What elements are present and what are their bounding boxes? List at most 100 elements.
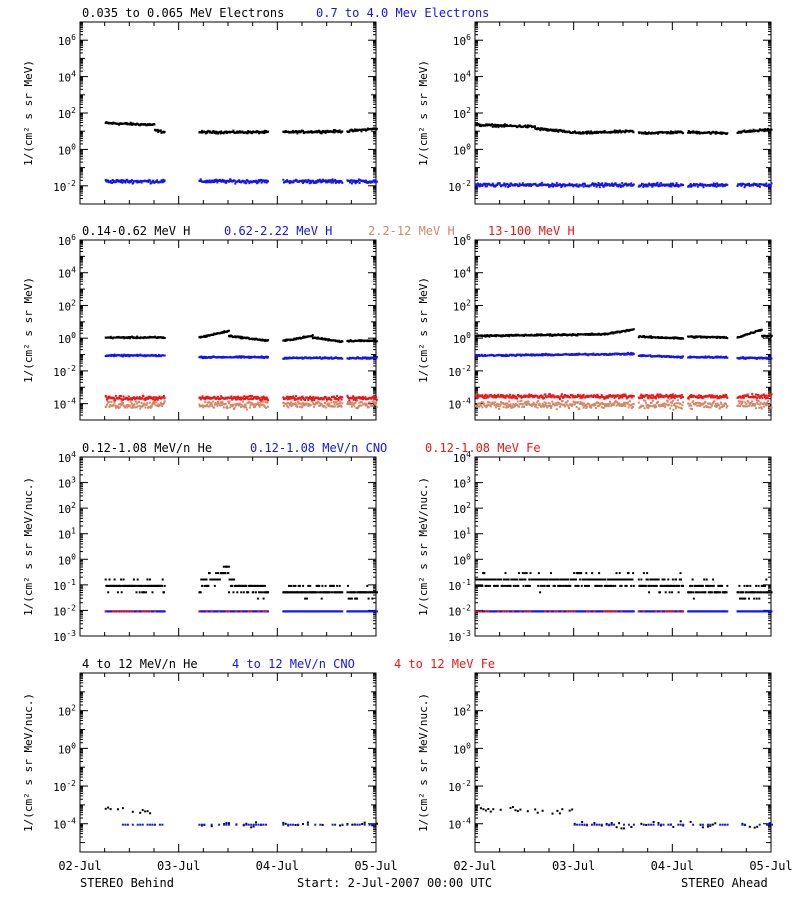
data-point — [212, 130, 215, 132]
data-point — [240, 403, 243, 406]
data-point — [113, 401, 116, 404]
data-point — [149, 182, 152, 185]
data-point — [309, 395, 312, 398]
data-point — [613, 131, 616, 134]
data-point — [210, 403, 213, 406]
data-point — [505, 406, 508, 409]
data-point — [338, 397, 341, 400]
data-point — [228, 400, 231, 403]
data-point — [325, 179, 328, 182]
data-point — [770, 357, 773, 360]
data-point — [218, 180, 221, 182]
data-point — [555, 408, 558, 411]
data-point — [632, 405, 635, 408]
data-point — [163, 400, 166, 403]
data-point — [163, 337, 166, 339]
data-point — [548, 184, 551, 187]
data-point — [533, 403, 536, 406]
data-point — [201, 395, 204, 398]
data-point — [589, 406, 592, 409]
data-point — [260, 400, 263, 403]
data-point — [240, 180, 243, 183]
data-point — [199, 398, 202, 401]
data-point — [286, 398, 289, 401]
data-point — [491, 125, 494, 128]
data-point — [230, 395, 233, 398]
data-point — [530, 185, 533, 187]
data-point — [770, 128, 773, 131]
data-point — [233, 406, 236, 409]
y-tick-label: 10-2 — [53, 179, 76, 194]
data-point — [608, 403, 611, 406]
data-point — [656, 131, 659, 134]
data-point — [488, 335, 491, 338]
data-point — [349, 401, 351, 403]
data-point — [608, 183, 611, 186]
data-point — [714, 184, 717, 187]
y-tick-label: 100 — [453, 331, 471, 346]
data-point — [755, 183, 758, 186]
data-point — [226, 405, 228, 408]
data-point — [692, 336, 695, 339]
data-point — [521, 405, 524, 408]
data-point — [611, 331, 614, 334]
data-point — [584, 183, 586, 186]
data-point — [588, 404, 591, 407]
data-point — [233, 408, 235, 410]
data-point — [300, 356, 303, 359]
data-point — [327, 180, 330, 183]
data-point — [631, 403, 634, 406]
data-point — [332, 405, 335, 408]
data-point — [260, 396, 263, 399]
data-point — [630, 182, 633, 185]
data-point — [364, 403, 367, 406]
data-point — [624, 405, 627, 408]
data-point — [233, 179, 236, 182]
data-point — [656, 181, 659, 184]
data-point — [530, 354, 533, 357]
data-point — [161, 405, 164, 407]
data-point — [352, 402, 355, 405]
data-point — [232, 129, 235, 132]
data-point — [161, 179, 164, 182]
y-axis-label: 1/(cm² s sr MeV) — [417, 60, 430, 166]
data-point — [121, 403, 124, 406]
data-point — [375, 400, 378, 403]
data-point — [284, 339, 287, 342]
data-point — [238, 335, 241, 338]
data-point — [308, 397, 311, 400]
data-point — [261, 180, 264, 183]
data-point — [768, 334, 771, 337]
data-point — [603, 403, 606, 406]
data-point — [285, 339, 288, 342]
data-point — [507, 403, 510, 406]
data-point — [637, 401, 640, 404]
data-point — [122, 398, 124, 401]
data-point — [743, 129, 746, 132]
data-point — [334, 396, 337, 399]
data-point — [132, 406, 135, 409]
data-point — [372, 180, 375, 183]
data-point — [704, 355, 707, 358]
data-point — [368, 357, 371, 360]
data-point — [365, 402, 368, 405]
data-point — [302, 129, 305, 132]
data-point — [591, 353, 594, 356]
data-point — [330, 181, 333, 184]
data-point — [219, 397, 222, 400]
data-point — [217, 402, 220, 405]
data-point — [239, 355, 242, 358]
data-point — [114, 404, 117, 407]
data-point — [312, 403, 315, 405]
data-point — [340, 180, 343, 183]
data-point — [148, 401, 151, 404]
data-point — [145, 403, 148, 406]
data-point — [291, 129, 294, 132]
data-point — [687, 131, 690, 134]
data-point — [286, 179, 289, 182]
data-point — [568, 184, 570, 187]
data-point — [116, 405, 119, 408]
data-point — [590, 333, 593, 336]
data-point — [163, 179, 166, 182]
data-point — [662, 183, 665, 186]
